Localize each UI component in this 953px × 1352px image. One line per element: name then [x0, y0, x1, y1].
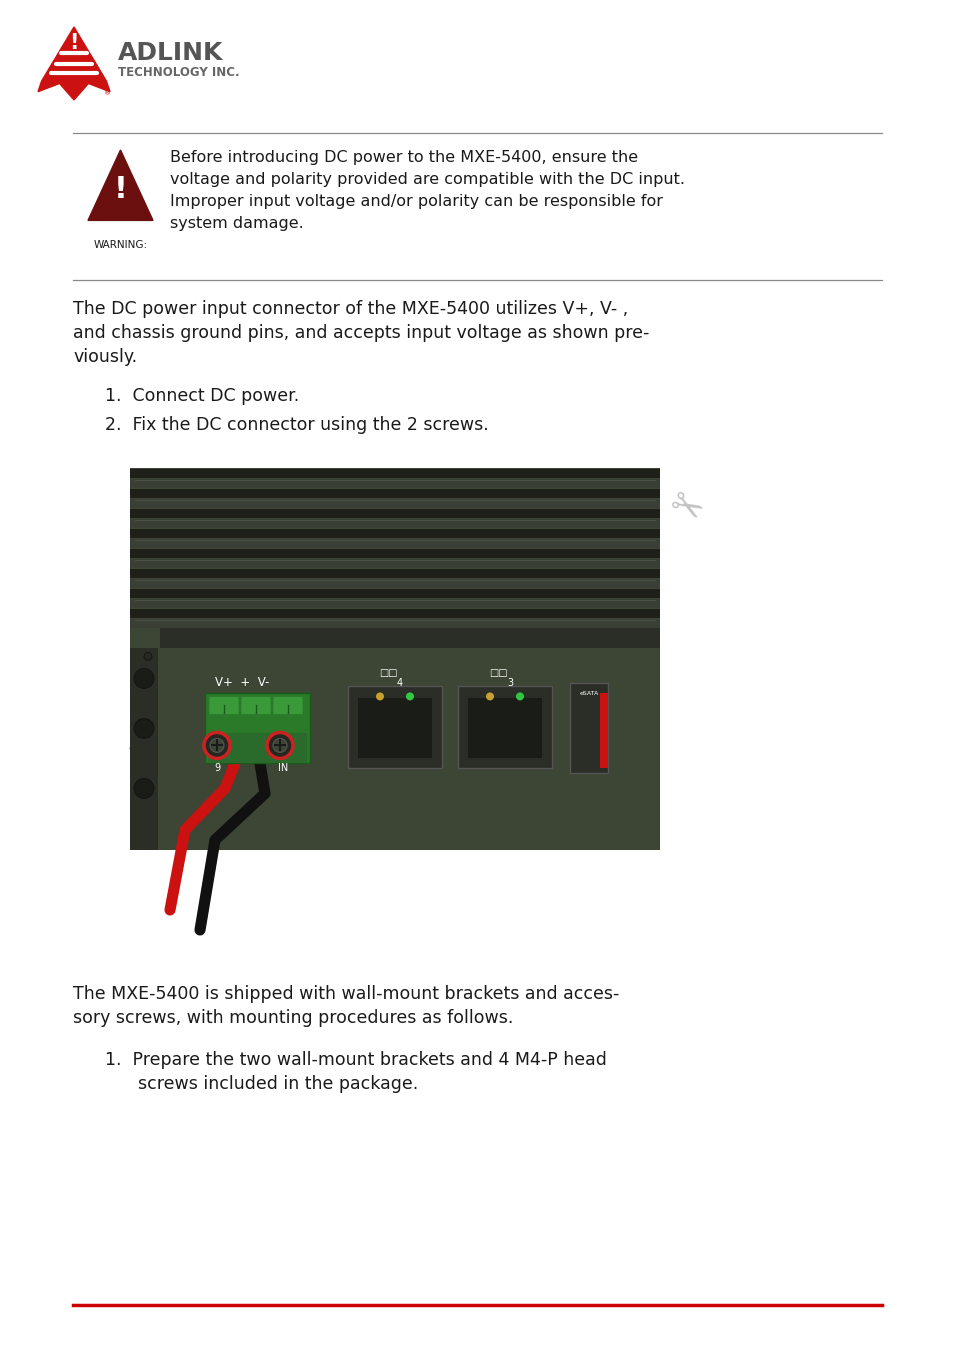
Text: 9: 9: [213, 764, 220, 773]
Bar: [130, 608, 659, 618]
Bar: [158, 649, 659, 850]
Text: 2.  Fix the DC connector using the 2 screws.: 2. Fix the DC connector using the 2 scre…: [105, 416, 488, 434]
Text: IN: IN: [277, 764, 288, 773]
Bar: [130, 649, 158, 850]
Bar: [130, 508, 659, 518]
Bar: [130, 519, 659, 529]
Text: □□: □□: [378, 668, 396, 679]
Circle shape: [133, 718, 153, 738]
Text: viously.: viously.: [73, 347, 137, 366]
Bar: [130, 538, 659, 548]
Bar: [208, 733, 307, 764]
Text: V+  +  V-: V+ + V-: [214, 676, 269, 690]
Bar: [130, 569, 659, 579]
Circle shape: [406, 692, 414, 700]
Text: ✂: ✂: [660, 484, 708, 533]
Polygon shape: [38, 27, 110, 100]
Circle shape: [144, 653, 152, 660]
Bar: [130, 619, 659, 629]
Bar: [130, 468, 659, 850]
Text: WARNING:: WARNING:: [93, 241, 148, 250]
Text: TECHNOLOGY INC.: TECHNOLOGY INC.: [118, 66, 239, 80]
Circle shape: [375, 692, 384, 700]
Circle shape: [485, 692, 494, 700]
Text: The DC power input connector of the MXE-5400 utilizes V+, V- ,: The DC power input connector of the MXE-…: [73, 300, 628, 318]
Text: eSATA: eSATA: [578, 691, 598, 696]
Bar: [357, 699, 432, 758]
Polygon shape: [88, 150, 152, 220]
Circle shape: [273, 738, 287, 753]
Text: 1.  Prepare the two wall-mount brackets and 4 M4-P head: 1. Prepare the two wall-mount brackets a…: [105, 1051, 606, 1069]
Bar: [205, 694, 310, 764]
Bar: [130, 479, 659, 488]
Bar: [130, 579, 659, 588]
Bar: [130, 558, 659, 568]
Text: ADLINK: ADLINK: [118, 41, 223, 65]
Bar: [569, 684, 607, 773]
Bar: [130, 529, 659, 538]
Bar: [599, 694, 607, 768]
Circle shape: [267, 733, 293, 758]
Circle shape: [133, 779, 153, 799]
Text: Improper input voltage and/or polarity can be responsible for: Improper input voltage and/or polarity c…: [170, 193, 662, 210]
Text: !: !: [70, 34, 78, 53]
Circle shape: [133, 668, 153, 688]
FancyBboxPatch shape: [348, 687, 441, 768]
Bar: [468, 699, 541, 758]
FancyBboxPatch shape: [457, 687, 552, 768]
Circle shape: [204, 733, 230, 758]
Text: and chassis ground pins, and accepts input voltage as shown pre-: and chassis ground pins, and accepts inp…: [73, 324, 649, 342]
Text: !: !: [113, 176, 128, 204]
Text: Before introducing DC power to the MXE-5400, ensure the: Before introducing DC power to the MXE-5…: [170, 150, 638, 165]
Bar: [130, 499, 659, 508]
FancyBboxPatch shape: [241, 696, 271, 714]
Text: The MXE-5400 is shipped with wall-mount brackets and acces-: The MXE-5400 is shipped with wall-mount …: [73, 986, 618, 1003]
Text: 1.  Connect DC power.: 1. Connect DC power.: [105, 387, 299, 406]
FancyBboxPatch shape: [209, 696, 239, 714]
Text: 4: 4: [396, 679, 402, 688]
Text: voltage and polarity provided are compatible with the DC input.: voltage and polarity provided are compat…: [170, 172, 684, 187]
Text: 3: 3: [506, 679, 513, 688]
Circle shape: [210, 738, 224, 753]
Text: □□: □□: [488, 668, 507, 679]
Bar: [130, 488, 659, 498]
FancyBboxPatch shape: [273, 696, 303, 714]
Text: system damage.: system damage.: [170, 216, 303, 231]
Text: sory screws, with mounting procedures as follows.: sory screws, with mounting procedures as…: [73, 1009, 513, 1028]
Bar: [130, 589, 659, 599]
Bar: [130, 599, 659, 608]
Bar: [130, 549, 659, 558]
Bar: [130, 469, 659, 479]
Bar: [160, 629, 659, 649]
Circle shape: [516, 692, 523, 700]
Text: ®: ®: [104, 91, 112, 96]
Text: screws included in the package.: screws included in the package.: [105, 1075, 417, 1092]
